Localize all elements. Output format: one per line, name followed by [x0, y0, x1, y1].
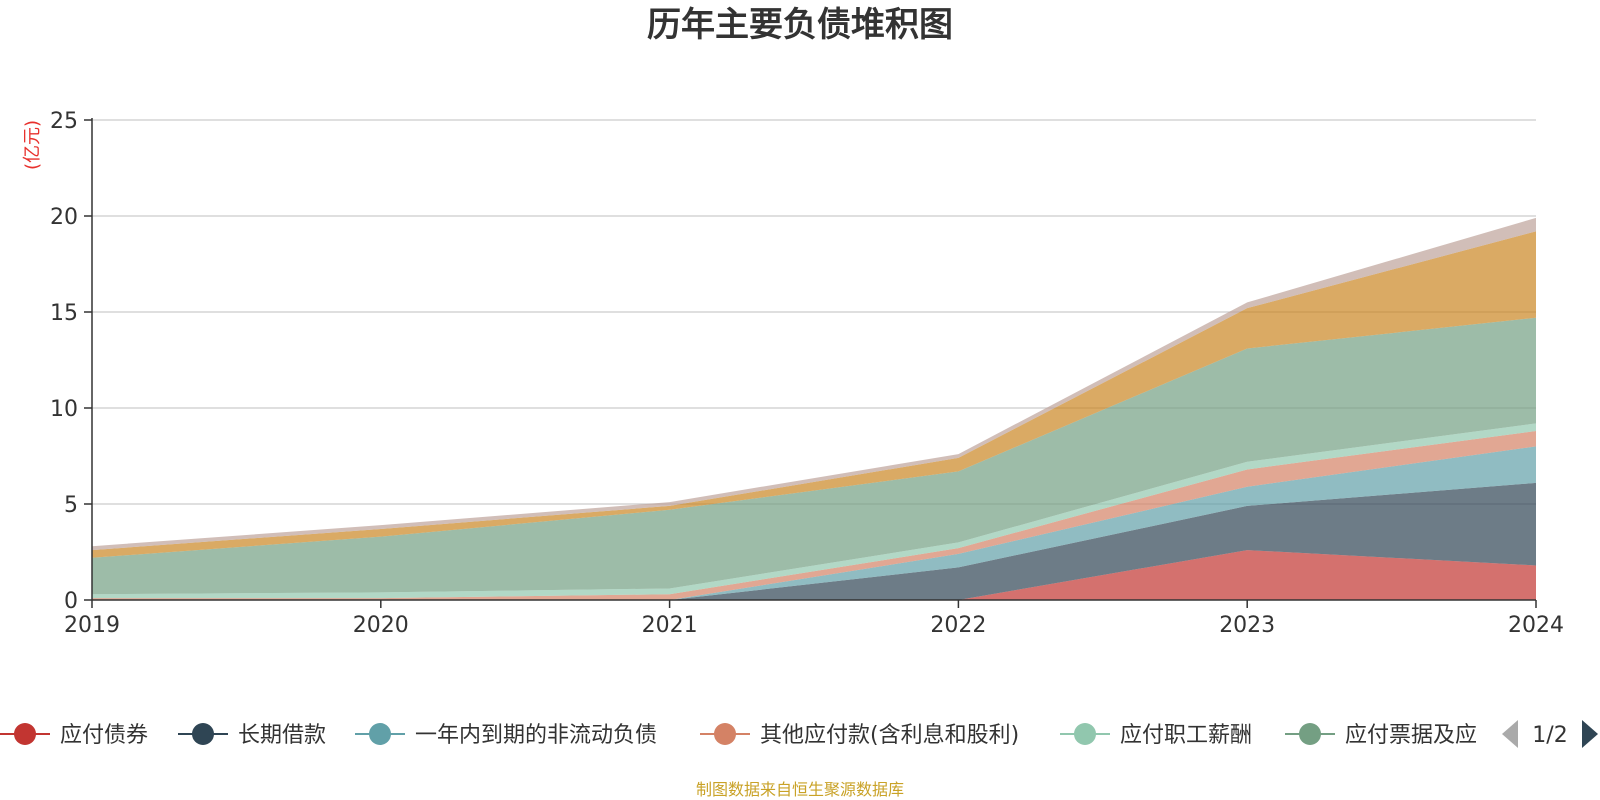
- area-series[interactable]: [92, 317, 1536, 595]
- x-tick-label: 2021: [642, 613, 698, 638]
- y-tick-label: 20: [50, 205, 78, 230]
- legend-label: 其他应付款(含利息和股利): [760, 723, 1019, 748]
- legend-label: 应付票据及应: [1345, 723, 1477, 748]
- legend-item[interactable]: 其他应付款(含利息和股利): [700, 723, 1019, 748]
- y-tick-label: 10: [50, 397, 78, 422]
- y-tick-label: 25: [50, 109, 78, 134]
- axes: 0 5 10 15 20 25 2019 2020 2021 2022 2023 2024: [50, 109, 1564, 638]
- legend-circle-icon: [714, 723, 736, 745]
- x-tick-label: 2022: [930, 613, 986, 638]
- y-tick-label: 5: [64, 493, 78, 518]
- legend-label: 长期借款: [238, 723, 326, 748]
- legend-page-indicator: 1/2: [1532, 723, 1567, 748]
- y-unit-label: (亿元): [22, 120, 43, 170]
- legend-item[interactable]: 长期借款: [178, 723, 326, 748]
- legend-circle-icon: [14, 723, 36, 745]
- legend-item[interactable]: 应付职工薪酬: [1060, 723, 1252, 748]
- legend[interactable]: 应付债券 长期借款 一年内到期的非流动负债 其他应付款(含利息和股利) 应付职工薪酬 应付…: [0, 720, 1598, 748]
- legend-label: 应付职工薪酬: [1120, 723, 1252, 748]
- x-tick-label: 2023: [1219, 613, 1275, 638]
- legend-circle-icon: [369, 723, 391, 745]
- legend-prev-page-icon[interactable]: [1502, 720, 1518, 748]
- legend-circle-icon: [1299, 723, 1321, 745]
- legend-item[interactable]: 应付债券: [0, 723, 148, 748]
- legend-item[interactable]: 应付票据及应: [1285, 723, 1477, 748]
- legend-next-page-icon[interactable]: [1582, 720, 1598, 748]
- legend-circle-icon: [192, 723, 214, 745]
- legend-item[interactable]: 一年内到期的非流动负债: [355, 723, 657, 748]
- legend-circle-icon: [1074, 723, 1096, 745]
- area-series[interactable]: [92, 550, 1536, 600]
- y-tick-label: 0: [64, 589, 78, 614]
- x-tick-label: 2024: [1508, 613, 1564, 638]
- x-tick-label: 2019: [64, 613, 120, 638]
- legend-label: 应付债券: [60, 723, 148, 748]
- chart-title: 历年主要负债堆积图: [647, 5, 953, 45]
- stacked-areas: [92, 217, 1536, 600]
- y-tick-label: 15: [50, 301, 78, 326]
- area-series[interactable]: [92, 482, 1536, 600]
- legend-label: 一年内到期的非流动负债: [415, 723, 657, 748]
- source-note: 制图数据来自恒生聚源数据库: [696, 780, 904, 799]
- x-tick-label: 2020: [353, 613, 409, 638]
